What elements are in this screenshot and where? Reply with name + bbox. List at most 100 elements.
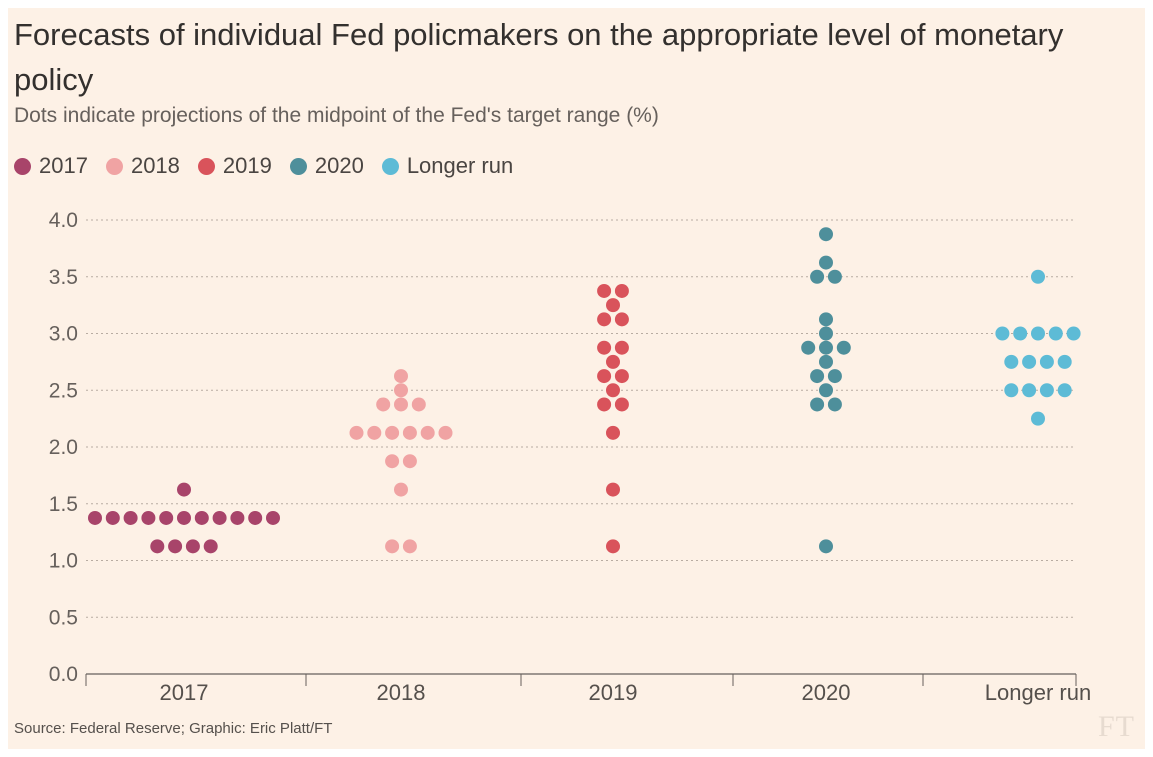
dot-2019 <box>606 482 620 497</box>
dot-2017 <box>203 539 218 554</box>
legend-item-2018: 2018 <box>105 153 180 179</box>
dot-2018 <box>411 397 426 412</box>
dot-2018 <box>394 482 408 497</box>
dot-2020 <box>827 397 842 412</box>
dot-2019 <box>597 340 612 355</box>
dot-2019 <box>597 369 612 384</box>
dot-2017 <box>212 510 227 525</box>
dot-2017 <box>141 510 156 525</box>
dot-2019 <box>597 283 612 298</box>
dot-2018 <box>402 454 417 469</box>
legend-label: 2019 <box>222 153 272 178</box>
dot-2017 <box>185 539 200 554</box>
dot-plot: 0.0 0.5 1.0 1.5 2.0 2.5 3.0 3.5 4.0 2017 2018 2019 2… <box>49 209 1091 705</box>
dot-2019 <box>606 425 620 440</box>
dot-2020 <box>836 340 851 355</box>
dot-2020 <box>810 397 825 412</box>
x-tick-label: 2020 <box>802 680 851 705</box>
dot-2018 <box>376 397 391 412</box>
y-tick-label: 2.5 <box>49 379 78 402</box>
dot-2020 <box>810 269 825 284</box>
dot-2019 <box>606 354 620 369</box>
y-tick-label: 4.0 <box>49 209 78 232</box>
dot-longer-run <box>1048 326 1063 341</box>
dot-2020 <box>801 340 816 355</box>
dot-2017 <box>168 539 183 554</box>
legend-swatch <box>14 157 31 175</box>
legend-item-2019: 2019 <box>197 153 272 179</box>
dot-2017 <box>248 510 263 525</box>
dot-2017 <box>105 510 120 525</box>
dot-longer-run <box>1004 354 1019 369</box>
dot-2019 <box>614 312 629 327</box>
dot-longer-run <box>1013 326 1028 341</box>
dot-longer-run <box>1057 383 1072 398</box>
legend-swatch <box>197 157 215 175</box>
dot-2017 <box>194 510 209 525</box>
y-tick-label: 0.5 <box>49 606 78 629</box>
dot-2018 <box>394 383 408 398</box>
dot-2020 <box>819 227 833 242</box>
source-note: Source: Federal Reserve; Graphic: Eric P… <box>14 720 333 737</box>
legend-item-longer-run: Longer run <box>381 153 513 179</box>
x-tick-label: 2018 <box>377 680 426 705</box>
dot-longer-run <box>1022 354 1037 369</box>
ft-logo: FT <box>1097 710 1135 743</box>
dot-2020 <box>819 354 833 369</box>
legend-item-2020: 2020 <box>289 153 364 179</box>
dot-2018 <box>394 397 408 412</box>
dot-2017 <box>230 510 245 525</box>
y-tick-label: 2.0 <box>49 436 78 459</box>
y-tick-label: 1.5 <box>49 493 78 516</box>
dot-2017 <box>88 510 102 525</box>
dot-2019 <box>614 283 629 298</box>
dot-2018 <box>385 539 400 554</box>
legend-swatch <box>381 157 399 175</box>
dot-2020 <box>819 383 833 398</box>
dot-longer-run <box>1039 354 1054 369</box>
y-tick-label: 3.0 <box>49 323 78 346</box>
dot-2018 <box>438 425 453 440</box>
dot-2019 <box>614 340 629 355</box>
dot-longer-run <box>1022 383 1037 398</box>
x-tick-label: Longer run <box>985 680 1091 705</box>
x-tick-label: 2019 <box>589 680 638 705</box>
dot-2019 <box>614 397 629 412</box>
dot-2017 <box>123 510 138 525</box>
dot-2018 <box>367 425 382 440</box>
chart-subtitle: Dots indicate projections of the midpoin… <box>14 104 659 127</box>
dot-2017 <box>266 510 280 525</box>
dot-2019 <box>606 298 620 313</box>
dot-2020 <box>819 312 833 327</box>
dot-2020 <box>819 326 833 341</box>
y-tick-label: 1.0 <box>49 550 78 573</box>
dot-2019 <box>614 369 629 384</box>
dot-2018 <box>385 454 400 469</box>
dot-2018 <box>385 425 400 440</box>
dot-longer-run <box>1031 326 1045 341</box>
dot-2017 <box>177 510 191 525</box>
dot-2018 <box>402 425 417 440</box>
dot-2020 <box>819 340 833 355</box>
dot-2017 <box>177 482 191 497</box>
dot-2020 <box>827 269 842 284</box>
dot-2019 <box>606 539 620 554</box>
dot-longer-run <box>995 326 1010 341</box>
dot-2020 <box>819 539 833 554</box>
legend-swatch <box>105 157 123 175</box>
dot-longer-run <box>1057 354 1072 369</box>
dot-2020 <box>827 369 842 384</box>
dot-2017 <box>159 510 174 525</box>
chart-legend: 2017 2018 2019 2020 Longer run <box>14 153 531 179</box>
y-tick-label: 3.5 <box>49 266 78 289</box>
dot-2019 <box>606 383 620 398</box>
dot-2018 <box>402 539 417 554</box>
legend-label: 2018 <box>130 153 180 178</box>
chart-panel: Forecasts of individual Fed policmakers … <box>8 8 1145 749</box>
dot-2017 <box>150 539 165 554</box>
dot-2018 <box>420 425 435 440</box>
dot-2018 <box>349 425 364 440</box>
dot-2020 <box>810 369 825 384</box>
legend-swatch <box>289 157 307 175</box>
dot-longer-run <box>1031 269 1045 284</box>
